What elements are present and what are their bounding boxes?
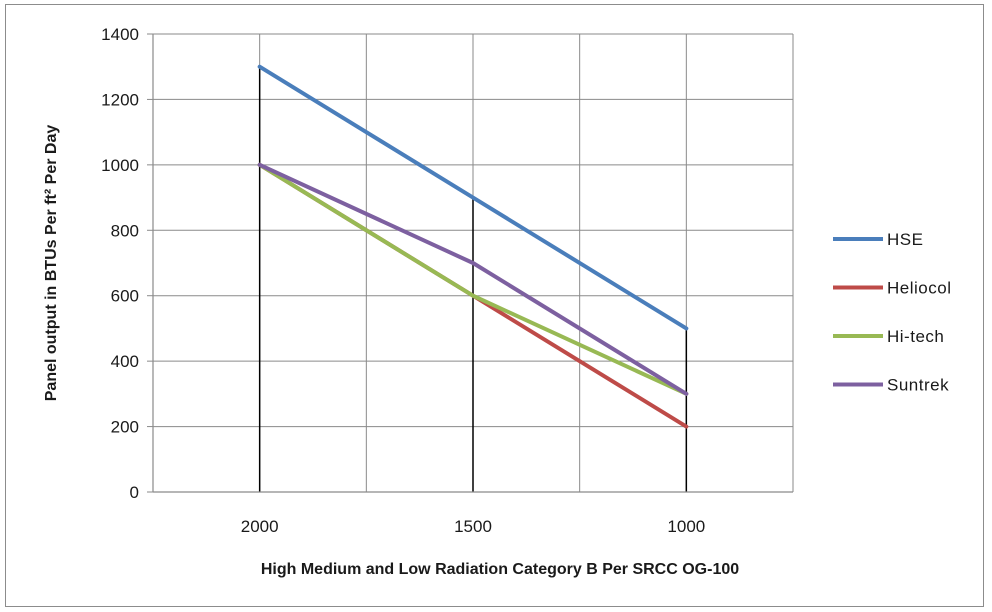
series-line-hse: [257, 64, 689, 331]
legend: HSE Heliocol Hi-tech Suntrek: [833, 230, 951, 395]
y-tick-label: 1400: [101, 25, 139, 44]
series-line-suntrek: [257, 162, 689, 396]
x-tick-label: 2000: [241, 517, 279, 536]
x-tick-label: 1500: [454, 517, 492, 536]
y-tick-label: 1000: [101, 156, 139, 175]
legend-label: Heliocol: [887, 279, 951, 298]
y-tick-label: 1200: [101, 90, 139, 109]
x-tick-labels: 2000 1500 1000: [241, 517, 705, 536]
y-tick-labels: 0 200 400 600 800 1000 1200 1400: [101, 25, 139, 502]
y-axis-title: Panel output in BTUs Per ft² Per Day: [43, 125, 60, 402]
legend-label: HSE: [887, 230, 923, 249]
y-tick-label: 0: [130, 483, 139, 502]
series-lines: [257, 64, 689, 429]
legend-label: Hi-tech: [887, 327, 944, 346]
x-axis-title: High Medium and Low Radiation Category B…: [261, 561, 739, 578]
legend-label: Suntrek: [887, 376, 949, 395]
y-tick-label: 400: [111, 352, 139, 371]
series-line-hi-tech: [257, 162, 689, 396]
y-tick-label: 800: [111, 221, 139, 240]
drop-lines: [258, 66, 688, 492]
x-tick-label: 1000: [667, 517, 705, 536]
axes: [147, 33, 793, 493]
y-tick-label: 600: [111, 287, 139, 306]
y-tick-label: 200: [111, 418, 139, 437]
